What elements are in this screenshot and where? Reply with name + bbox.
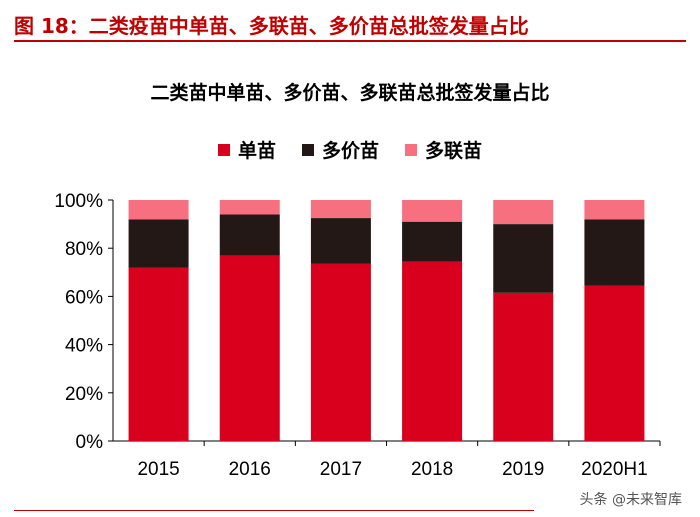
footer-rule <box>14 510 534 511</box>
x-tick-label: 2015 <box>137 459 179 480</box>
watermark: 头条 @未来智库 <box>579 492 682 508</box>
x-tick-label: 2019 <box>502 459 544 480</box>
bar-combined <box>128 200 189 220</box>
x-tick-label: 2016 <box>229 459 271 480</box>
bar-single <box>310 263 371 441</box>
legend-label-combined: 多联苗 <box>425 140 483 162</box>
y-tick-label: 40% <box>65 336 103 357</box>
chart-legend: 单苗 多价苗 多联苗 <box>0 136 700 163</box>
bar-combined <box>402 200 463 222</box>
legend-swatch-multivalent <box>301 143 314 156</box>
legend-label-multivalent: 多价苗 <box>321 140 379 162</box>
bar-multivalent <box>584 219 645 286</box>
bar-single <box>402 261 463 441</box>
x-tick-label: 2018 <box>411 459 453 480</box>
legend-item-single: 单苗 <box>217 136 276 163</box>
bar-single <box>219 255 280 441</box>
x-tick-label: 2020H1 <box>581 459 648 480</box>
legend-label-single: 单苗 <box>237 140 276 162</box>
bar-multivalent <box>128 219 189 268</box>
x-tick-label: 2017 <box>320 459 362 480</box>
legend-swatch-combined <box>405 143 417 156</box>
header-rule <box>14 40 686 42</box>
bar-multivalent <box>493 224 554 293</box>
bar-combined <box>310 200 371 219</box>
y-tick-label: 100% <box>54 191 103 212</box>
bar-combined <box>584 200 645 220</box>
y-tick-label: 20% <box>65 384 103 405</box>
y-tick-label: 80% <box>65 239 103 260</box>
y-tick-label: 0% <box>76 432 104 453</box>
figure-header: 图 18：二类疫苗中单苗、多联苗、多价苗总批签发量占比 <box>14 4 686 38</box>
figure-title: 图 18：二类疫苗中单苗、多联苗、多价苗总批签发量占比 <box>14 14 529 38</box>
bar-multivalent <box>219 214 280 256</box>
bar-single <box>584 285 645 441</box>
y-tick-label: 60% <box>65 287 103 308</box>
chart-title: 二类苗中单苗、多价苗、多联苗总批签发量占比 <box>150 82 550 104</box>
legend-swatch-single <box>217 143 230 156</box>
bar-combined <box>493 200 554 225</box>
bar-multivalent <box>402 221 463 262</box>
legend-item-multivalent: 多价苗 <box>301 136 379 163</box>
bar-single <box>128 267 189 441</box>
bar-multivalent <box>310 218 371 264</box>
bar-single <box>493 292 554 441</box>
legend-item-combined: 多联苗 <box>405 136 482 163</box>
bar-combined <box>219 200 280 215</box>
